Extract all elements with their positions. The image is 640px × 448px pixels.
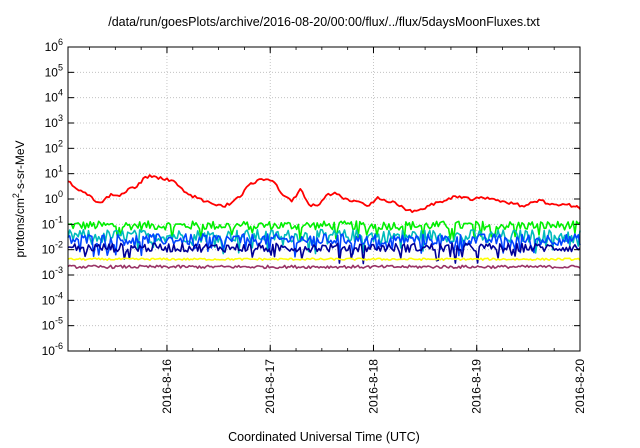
y-tick-label: 103 [45, 113, 63, 130]
y-tick-label: 106 [45, 37, 63, 54]
ticks-layer: 10-6 10-5 10-4 10-3 10-2 10-1 100 101 102 103 104 1… [42, 37, 587, 414]
x-tick-label: 2016-8-16 [160, 359, 174, 414]
y-tick-label: 10-3 [42, 265, 63, 282]
x-tick-label: 2016-8-20 [573, 359, 587, 414]
series-line [67, 264, 581, 270]
grid-layer [68, 47, 580, 351]
series-layer [67, 174, 581, 270]
y-tick-label: 10-2 [42, 240, 63, 257]
series-line [67, 242, 581, 265]
chart-title: /data/run/goesPlots/archive/2016-08-20/0… [108, 15, 540, 29]
x-axis-label: Coordinated Universal Time (UTC) [228, 430, 420, 444]
y-tick-label: 104 [45, 88, 63, 105]
x-tick-label: 2016-8-19 [470, 359, 484, 414]
y-axis-label-text: protons/cm2-s-sr-MeV [11, 140, 27, 257]
y-tick-label: 102 [45, 138, 63, 155]
y-axis-label: protons/cm2-s-sr-MeV [11, 140, 27, 257]
y-tick-label: 10-5 [42, 316, 63, 333]
series-line [67, 257, 581, 261]
y-tick-label: 10-6 [42, 341, 63, 358]
x-tick-label: 2016-8-17 [263, 359, 277, 414]
series-line [67, 233, 581, 258]
y-tick-label: 10-4 [42, 290, 63, 307]
y-tick-label: 105 [45, 62, 63, 79]
x-tick-label: 2016-8-18 [366, 359, 380, 414]
y-tick-label: 10-1 [42, 214, 63, 231]
y-tick-label: 100 [45, 189, 63, 206]
y-tick-label: 101 [45, 164, 63, 181]
series-line [67, 174, 581, 214]
